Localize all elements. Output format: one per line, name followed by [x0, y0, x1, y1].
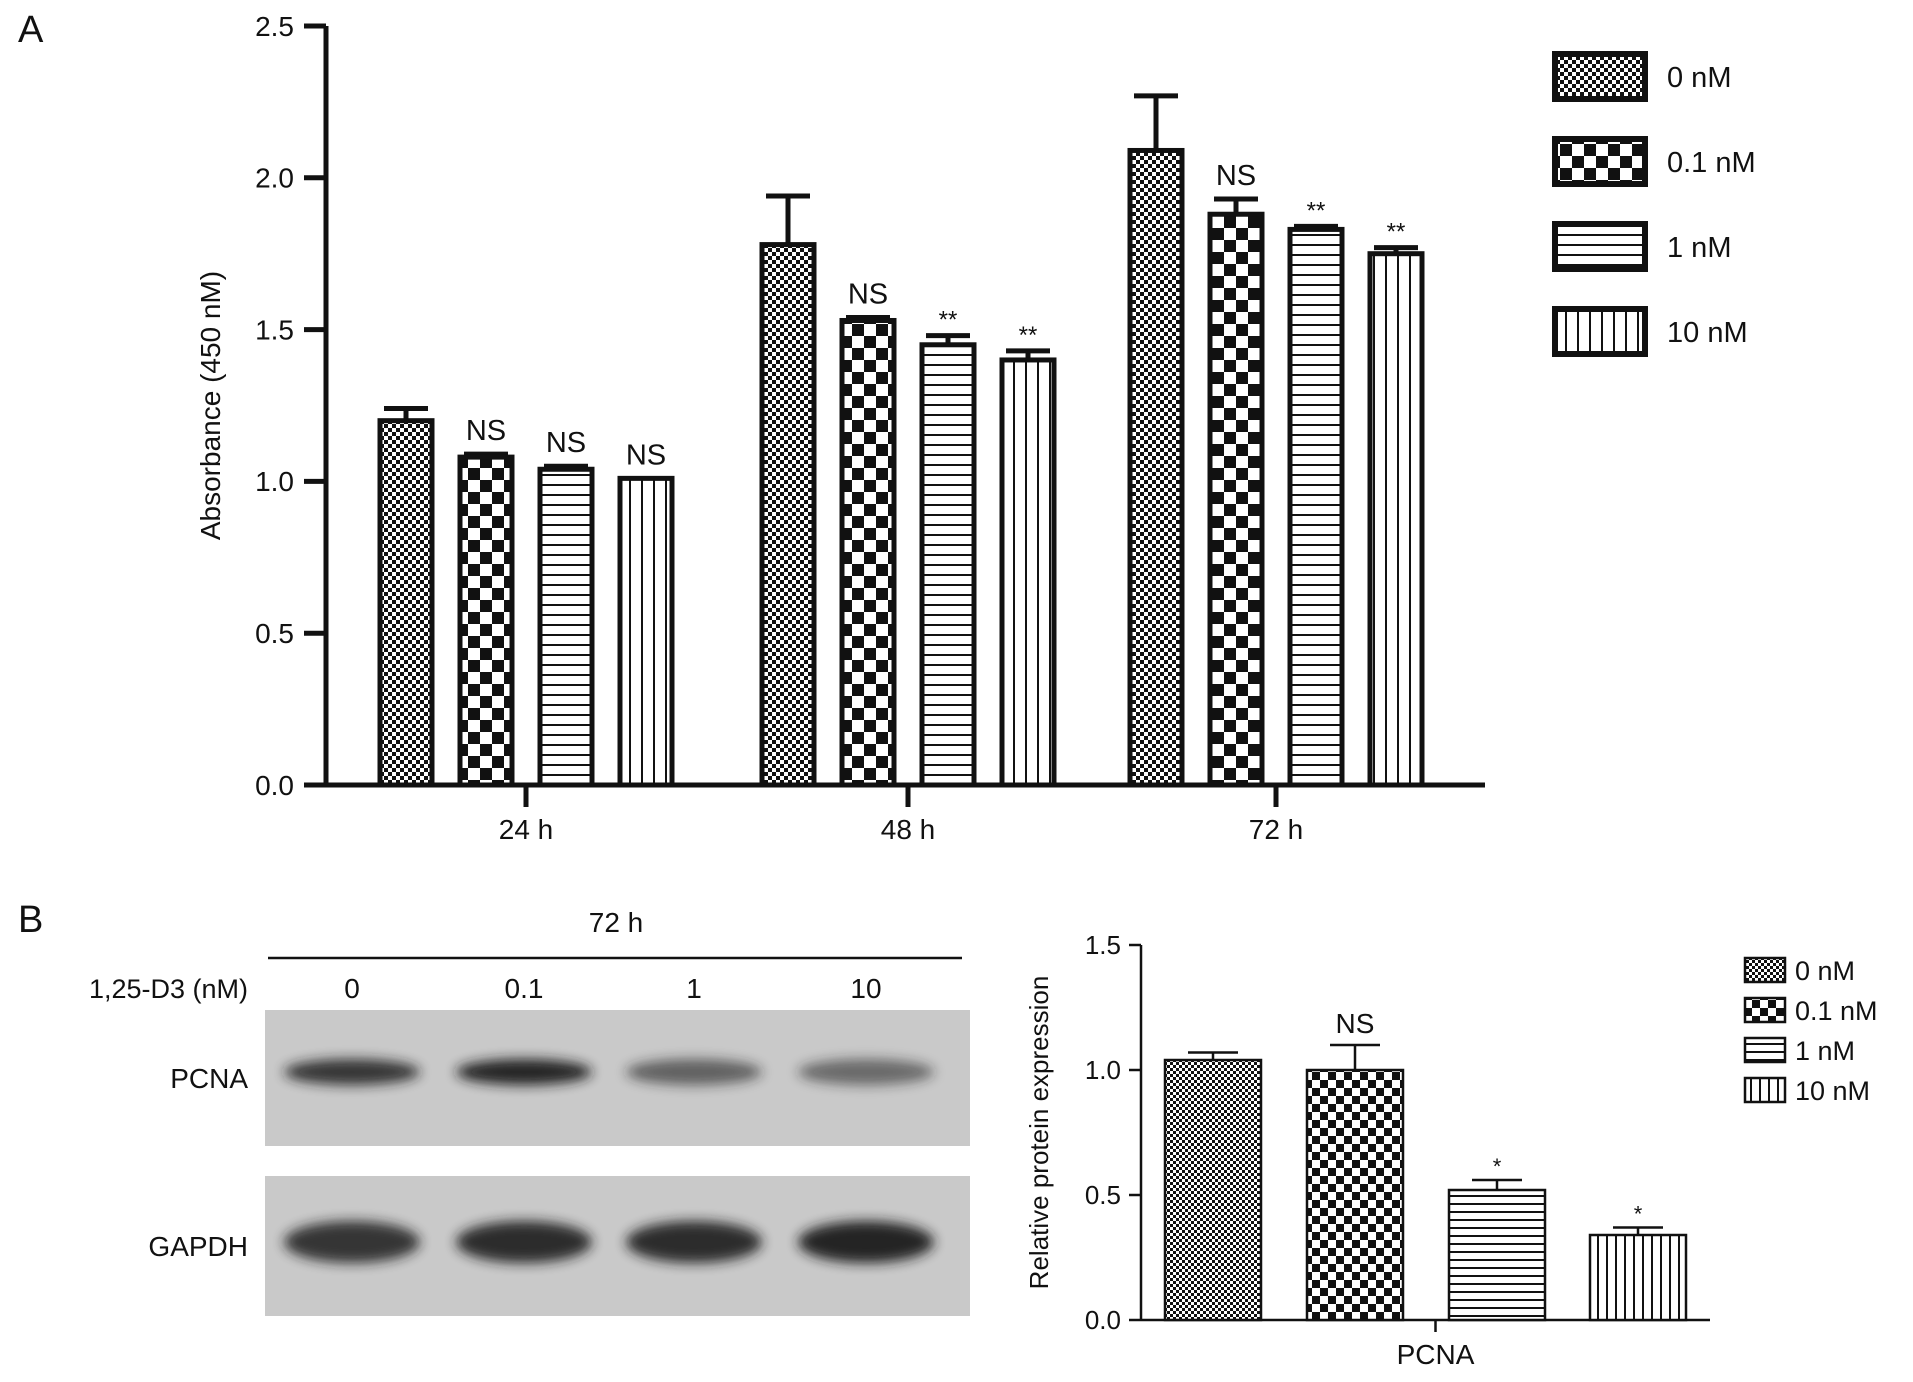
blot-band	[798, 1059, 934, 1085]
legend-swatch	[1743, 996, 1787, 1024]
significance-label: **	[1019, 322, 1038, 349]
chart-a: 0.0 0.5 1.0 1.5 2.0 2.5 Absorbance (450 nM) NS N…	[195, 11, 1756, 845]
panel-b-label: B	[18, 899, 43, 941]
significance-label: *	[1634, 1202, 1643, 1227]
blot-band	[456, 1059, 592, 1085]
bar	[1287, 226, 1345, 788]
x-tick-label: 24 h	[499, 814, 554, 845]
chart-b: 0.0 0.5 1.0 1.5 Relative protein expression N…	[1024, 930, 1878, 1370]
significance-label: **	[1307, 197, 1326, 224]
blot-band	[456, 1221, 592, 1263]
bar	[919, 342, 977, 788]
bar	[1588, 1233, 1688, 1322]
legend-swatch	[1552, 221, 1648, 272]
blot-row-label: PCNA	[170, 1063, 248, 1094]
legend-swatch	[1552, 51, 1648, 102]
bar	[617, 475, 675, 788]
blot-band	[626, 1059, 762, 1085]
bar	[1207, 211, 1265, 788]
y-tick-label: 0.5	[255, 618, 294, 649]
bar	[759, 242, 817, 788]
bar	[1163, 1058, 1263, 1322]
significance-label: NS	[1336, 1008, 1375, 1039]
significance-label: NS	[466, 415, 506, 447]
blot-band	[284, 1059, 420, 1085]
legend-swatch	[1552, 136, 1648, 187]
blot-lane-label: 10	[850, 973, 881, 1004]
significance-label: NS	[546, 427, 586, 459]
bar	[1447, 1188, 1547, 1322]
blot-rows: PCNA GAPDH	[148, 1010, 970, 1316]
bar	[999, 357, 1057, 788]
western-blot: 72 h 1,25-D3 (nM) 0 0.1 1 10 PCNA GAPDH	[89, 907, 970, 1316]
bar	[457, 454, 515, 788]
blot-band	[284, 1221, 420, 1263]
x-tick-label: 48 h	[881, 814, 936, 845]
y-axis-title: Absorbance (450 nM)	[195, 271, 226, 540]
significance-label: NS	[626, 439, 666, 471]
y-axis-title: Relative protein expression	[1024, 976, 1054, 1290]
blot-band	[798, 1221, 934, 1263]
significance-label: **	[939, 307, 958, 334]
blot-time-label: 72 h	[589, 907, 644, 938]
legend-swatch	[1743, 956, 1787, 984]
legend-label: 0.1 nM	[1667, 147, 1756, 179]
significance-label: **	[1387, 219, 1406, 246]
y-tick-label: 0.5	[1085, 1180, 1121, 1210]
blot-treatment-label: 1,25-D3 (nM)	[89, 974, 248, 1004]
bar	[537, 466, 595, 788]
x-tick-label: PCNA	[1397, 1339, 1475, 1370]
y-tick-label: 1.0	[255, 466, 294, 497]
significance-label: NS	[848, 278, 888, 310]
blot-band	[626, 1221, 762, 1263]
y-tick-label: 0.0	[255, 770, 294, 801]
blot-lane-labels: 0 0.1 1 10	[344, 973, 881, 1004]
y-tick-label: 2.0	[255, 163, 294, 194]
legend-label: 0 nM	[1795, 956, 1855, 986]
y-tick-label: 1.0	[1085, 1055, 1121, 1085]
bar	[1127, 147, 1185, 788]
significance-label: *	[1493, 1154, 1502, 1179]
legend-label: 0 nM	[1667, 62, 1731, 94]
y-tick-label: 1.5	[1085, 930, 1121, 960]
bar	[839, 317, 897, 788]
bar	[1367, 251, 1425, 788]
legend-label: 10 nM	[1667, 317, 1748, 349]
y-tick-label: 0.0	[1085, 1305, 1121, 1335]
significance-label: NS	[1216, 160, 1256, 192]
blot-lane-label: 1	[686, 973, 702, 1004]
legend-swatch	[1552, 306, 1648, 357]
x-tick-label: 72 h	[1249, 814, 1304, 845]
legend-label: 1 nM	[1667, 232, 1731, 264]
blot-lane-label: 0.1	[505, 973, 544, 1004]
legend-label: 0.1 nM	[1795, 996, 1878, 1026]
legend-swatch	[1743, 1036, 1787, 1064]
blot-row-label: GAPDH	[148, 1231, 248, 1262]
y-tick-label: 2.5	[255, 11, 294, 42]
y-tick-label: 1.5	[255, 314, 294, 345]
legend-swatch	[1743, 1076, 1787, 1104]
bar	[377, 418, 435, 788]
panel-a-label: A	[18, 9, 44, 51]
legend-label: 10 nM	[1795, 1076, 1870, 1106]
legend-label: 1 nM	[1795, 1036, 1855, 1066]
bar	[1305, 1068, 1405, 1322]
blot-lane-label: 0	[344, 973, 360, 1004]
